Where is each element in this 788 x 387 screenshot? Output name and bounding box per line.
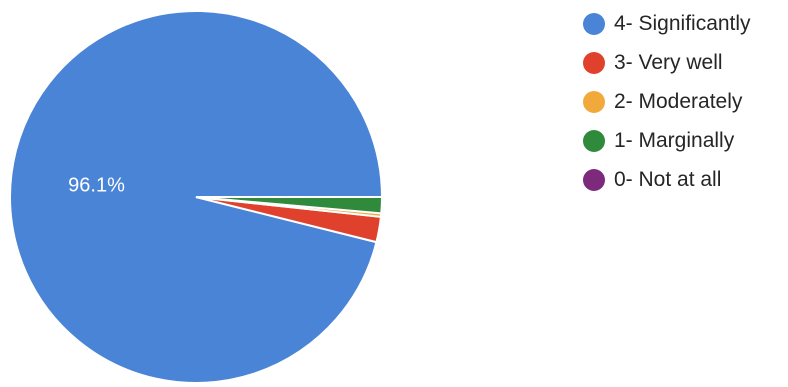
- legend-swatch: [583, 129, 605, 152]
- legend-swatch: [583, 90, 605, 113]
- slice-data-label: 96.1%: [68, 175, 125, 197]
- pie-chart: 96.1%: [9, 10, 384, 384]
- legend-item: 1- Marginally: [583, 121, 788, 160]
- legend-label: 1- Marginally: [614, 128, 735, 152]
- legend-swatch: [583, 168, 605, 191]
- legend-swatch: [583, 12, 605, 35]
- pie-slice: [195, 196, 384, 215]
- legend-swatch: [583, 51, 605, 74]
- legend-label: 2- Moderately: [614, 89, 743, 113]
- legend-item: 0- Not at all: [583, 160, 788, 199]
- legend-item: 3- Very well: [583, 43, 788, 82]
- legend: 4- Significantly 3- Very well 2- Moderatel…: [583, 4, 788, 199]
- legend-label: 4- Significantly: [614, 11, 751, 35]
- legend-item: 2- Moderately: [583, 82, 788, 121]
- legend-label: 0- Not at all: [614, 167, 722, 191]
- legend-label: 3- Very well: [614, 50, 723, 74]
- legend-item: 4- Significantly: [583, 4, 788, 43]
